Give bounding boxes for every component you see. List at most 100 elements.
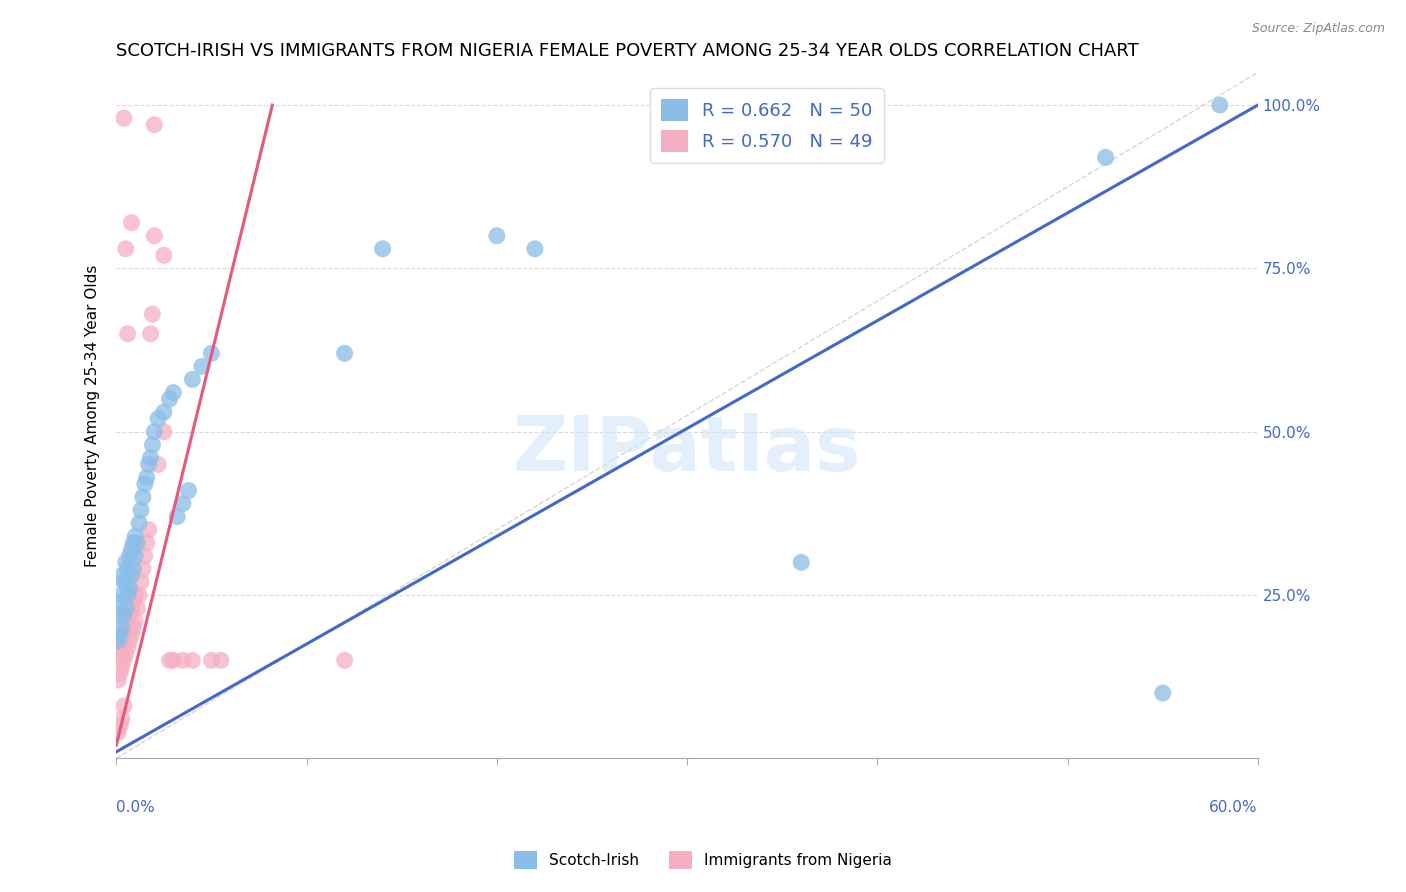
Point [111, 633, 134, 648]
Point [111, 660, 134, 674]
Point [162, 385, 184, 400]
Point [117, 562, 139, 576]
Point [159, 392, 181, 406]
Point [117, 640, 139, 655]
Point [107, 633, 129, 648]
Point [134, 549, 156, 563]
Point [118, 607, 141, 622]
Point [108, 666, 131, 681]
Point [143, 425, 166, 439]
Point [117, 588, 139, 602]
Point [129, 503, 152, 517]
Point [122, 562, 145, 576]
Point [181, 653, 204, 667]
Point [124, 614, 146, 628]
Point [172, 653, 194, 667]
Point [111, 588, 134, 602]
Point [108, 627, 131, 641]
Point [166, 509, 188, 524]
Point [127, 601, 149, 615]
Point [114, 647, 136, 661]
Point [114, 601, 136, 615]
Point [114, 621, 136, 635]
Point [138, 458, 160, 472]
Point [146, 458, 169, 472]
Point [333, 653, 356, 667]
Point [135, 535, 157, 549]
Point [135, 470, 157, 484]
Point [1094, 150, 1116, 164]
Point [112, 653, 135, 667]
Point [111, 621, 134, 635]
Y-axis label: Female Poverty Among 25-34 Year Olds: Female Poverty Among 25-34 Year Olds [86, 264, 100, 566]
Point [141, 438, 163, 452]
Point [114, 242, 136, 256]
Point [132, 490, 155, 504]
Point [118, 633, 141, 648]
Point [172, 497, 194, 511]
Point [107, 725, 129, 739]
Point [200, 346, 222, 360]
Point [177, 483, 200, 498]
Point [111, 568, 134, 582]
Point [209, 653, 232, 667]
Point [112, 111, 135, 125]
Point [112, 627, 135, 641]
Point [122, 535, 145, 549]
Text: 0.0%: 0.0% [117, 799, 155, 814]
Point [128, 588, 150, 602]
Point [134, 477, 156, 491]
Text: ZIPatlas: ZIPatlas [513, 413, 862, 487]
Point [112, 607, 135, 622]
Point [132, 562, 155, 576]
Point [191, 359, 214, 374]
Point [118, 582, 141, 596]
Point [143, 228, 166, 243]
Point [107, 673, 129, 687]
Point [112, 699, 135, 714]
Point [117, 614, 139, 628]
Point [162, 653, 184, 667]
Point [153, 425, 176, 439]
Point [181, 372, 204, 386]
Point [124, 549, 146, 563]
Point [485, 228, 508, 243]
Point [371, 242, 394, 256]
Legend: R = 0.662   N = 50, R = 0.570   N = 49: R = 0.662 N = 50, R = 0.570 N = 49 [650, 88, 884, 163]
Point [143, 118, 166, 132]
Point [127, 535, 149, 549]
Point [139, 450, 162, 465]
Point [108, 719, 131, 733]
Point [141, 307, 163, 321]
Point [128, 516, 150, 531]
Text: Source: ZipAtlas.com: Source: ZipAtlas.com [1251, 22, 1385, 36]
Point [1152, 686, 1174, 700]
Point [121, 568, 143, 582]
Point [153, 248, 176, 262]
Point [1209, 98, 1232, 112]
Point [107, 607, 129, 622]
Point [333, 346, 356, 360]
Point [112, 574, 135, 589]
Point [121, 601, 143, 615]
Point [200, 653, 222, 667]
Point [122, 594, 145, 608]
Point [108, 640, 131, 655]
Point [138, 523, 160, 537]
Point [121, 542, 143, 557]
Point [124, 588, 146, 602]
Point [107, 647, 129, 661]
Point [108, 594, 131, 608]
Point [523, 242, 546, 256]
Legend: Scotch-Irish, Immigrants from Nigeria: Scotch-Irish, Immigrants from Nigeria [508, 845, 898, 875]
Point [790, 555, 813, 569]
Point [114, 555, 136, 569]
Point [153, 405, 176, 419]
Text: SCOTCH-IRISH VS IMMIGRANTS FROM NIGERIA FEMALE POVERTY AMONG 25-34 YEAR OLDS COR: SCOTCH-IRISH VS IMMIGRANTS FROM NIGERIA … [117, 42, 1139, 60]
Point [122, 621, 145, 635]
Point [121, 627, 143, 641]
Point [121, 216, 143, 230]
Point [118, 549, 141, 563]
Point [139, 326, 162, 341]
Point [114, 574, 136, 589]
